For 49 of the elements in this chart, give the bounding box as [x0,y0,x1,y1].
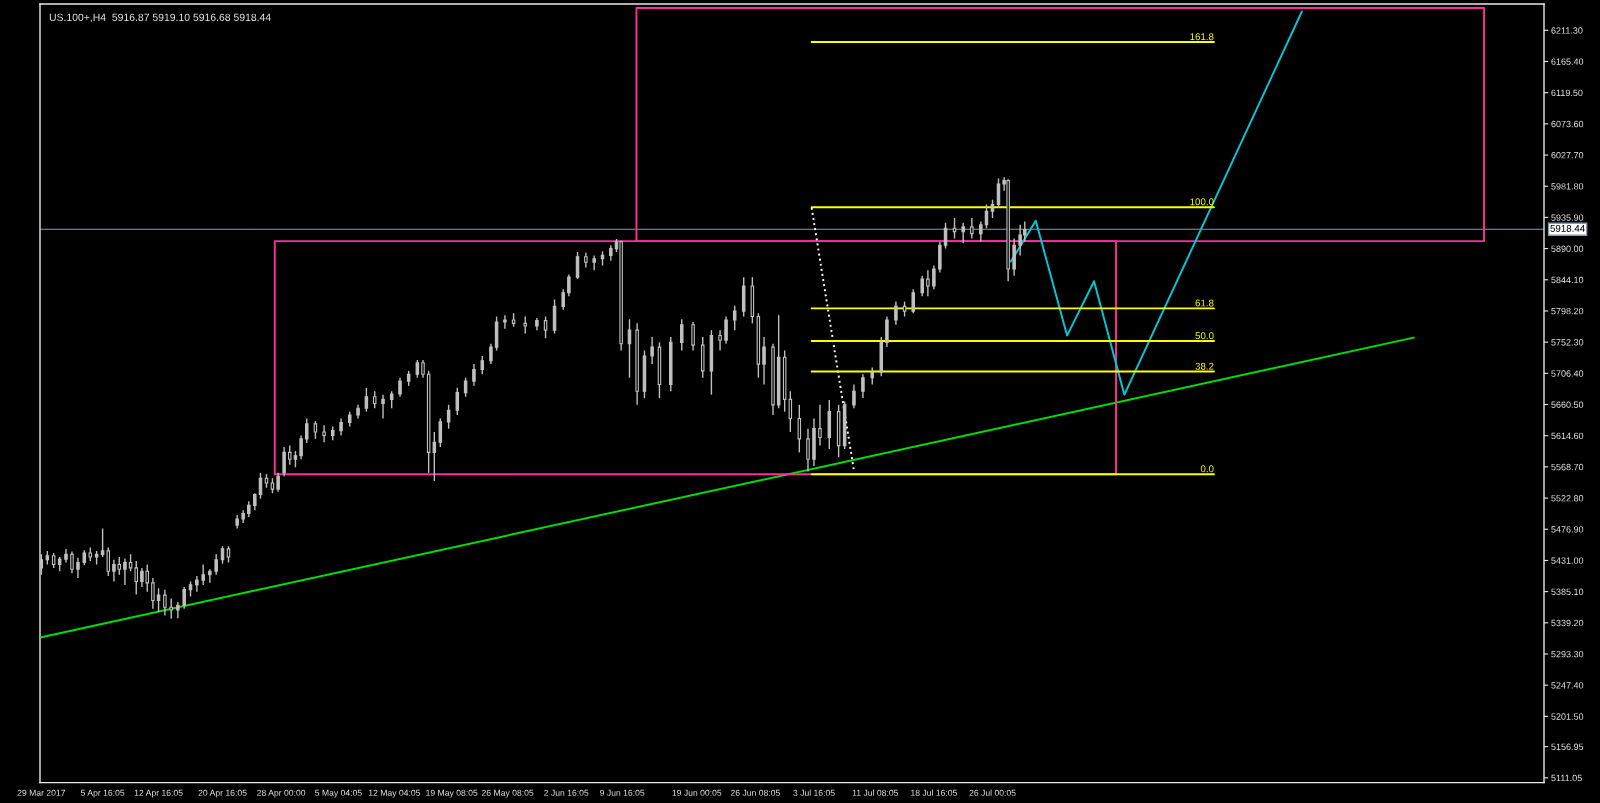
y-tick-label: 5201.50 [1551,713,1584,720]
x-tick-label: 5 May 04:05 [315,789,362,798]
x-tick-label: 28 Apr 00:00 [257,789,306,798]
y-tick-label: 5798.20 [1551,307,1584,315]
x-tick-label: 20 Apr 16:05 [198,789,247,798]
y-tick-label: 6027.70 [1551,152,1584,159]
y-tick-label: 5522.80 [1551,495,1584,502]
y-tick-label: 5752.30 [1551,339,1584,346]
series-label: 161.8 [1190,33,1214,41]
ref-line-label: 5918.44 [1550,225,1585,232]
y-tick-label: 5293.30 [1551,650,1584,658]
x-tick-label: 12 Apr 16:05 [134,789,183,798]
y-tick-label: 5339.20 [1551,619,1584,627]
y-tick-label: 6073.60 [1551,120,1584,128]
x-tick-label: 18 Jul 16:05 [911,789,957,796]
y-tick-label: 5614.60 [1551,432,1584,440]
y-tick-label: 6165.40 [1551,58,1584,65]
y-tick-label: 5385.10 [1551,588,1584,595]
y-tick-label: 5935.90 [1551,214,1584,221]
y-tick-label: 6119.50 [1551,89,1583,97]
text: US.100+,H4 5916.87 5919.10 5916.68 5918.44 [49,13,271,23]
series-label: 38.2 [1195,362,1214,370]
y-tick-label: 5890.00 [1551,245,1584,252]
y-tick-label: 5844.10 [1551,276,1584,284]
x-tick-label: 3 Jul 16:05 [793,789,835,796]
y-tick-label: 5247.40 [1551,682,1584,689]
x-tick-label: 12 May 04:05 [368,789,421,798]
y-tick-label: 5431.00 [1551,557,1584,564]
series-label: 0.0 [1200,465,1214,473]
y-tick-label: 5981.80 [1551,183,1584,190]
y-tick-label: 5660.50 [1551,401,1584,408]
x-tick-label: 11 Jul 08:05 [852,789,899,796]
y-tick-label: 5476.90 [1551,526,1584,533]
x-tick-label: 29 Mar 2017 [17,789,66,796]
x-tick-label: 26 May 08:05 [481,789,534,798]
series-label: 61.8 [1195,299,1214,307]
y-tick-label: 5568.70 [1551,463,1584,471]
x-tick-label: 19 Jun 00:05 [672,789,722,796]
x-tick-label: 2 Jun 16:05 [544,789,589,796]
y-tick-label: 5111.05 [1551,774,1582,782]
x-tick-label: 19 May 08:05 [426,789,478,798]
x-tick-label: 26 Jul 00:05 [969,789,1016,796]
y-tick-label: 6211.30 [1551,27,1583,34]
x-tick-label: 9 Jun 16:05 [600,789,645,796]
y-tick-label: 5156.95 [1551,743,1584,750]
x-tick-label: 5 Apr 16:05 [80,789,125,798]
x-tick-label: 26 Jun 08:05 [730,789,780,796]
series-label: 50.0 [1195,332,1214,340]
y-tick-label: 5706.40 [1551,370,1584,377]
